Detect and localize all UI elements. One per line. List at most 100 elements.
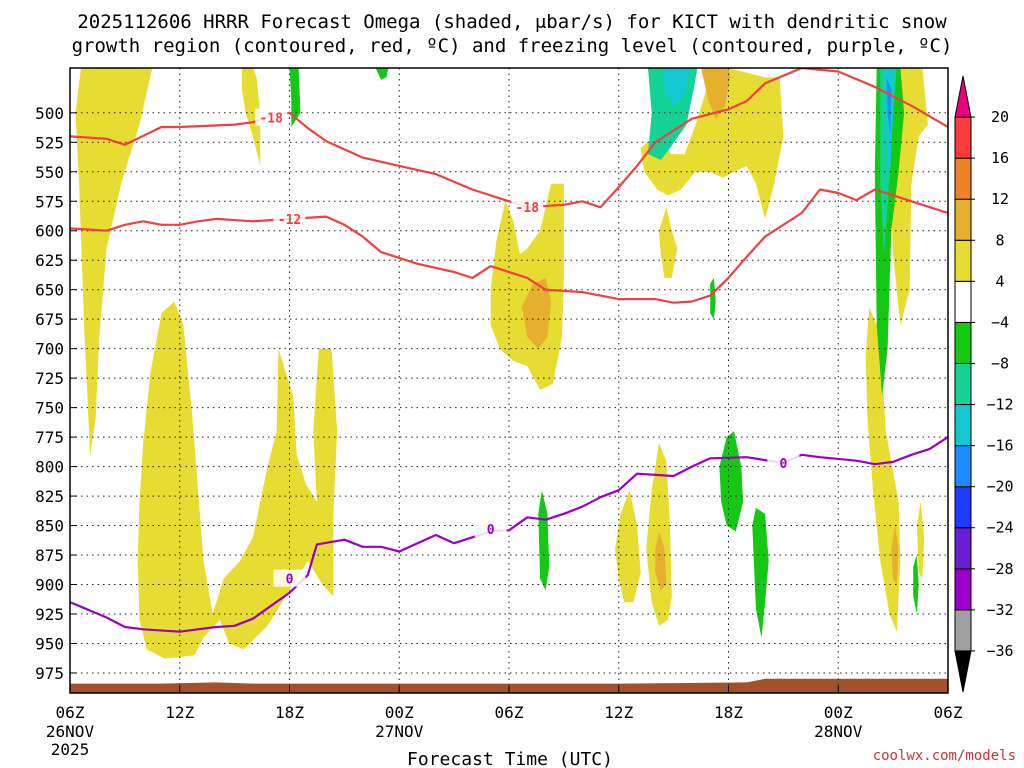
y-tick-label-700: 700: [35, 340, 64, 359]
omega-region-orange-04z: [891, 525, 899, 585]
colorbar-swatch-9: [954, 280, 972, 323]
y-tick-label-800: 800: [35, 458, 64, 477]
omega-region-green-6z: [538, 490, 550, 591]
colorbar-swatch-7: [954, 362, 972, 406]
gridlines: [70, 68, 948, 693]
colorbar-swatch-13: [954, 116, 972, 159]
omega-region-green-05z-lower: [913, 555, 919, 614]
contour-label-layer: -18 -18 -12 0 0 0: [255, 108, 800, 588]
omega-region-orange-6z: [521, 277, 552, 349]
colorbar: −36 −32 −28 −24 −20 −16 −12 −8 −4 4 8 12 16 20: [954, 75, 1014, 693]
colorbar-label-7: −8: [991, 354, 1009, 372]
colorbar-label-5: −16: [986, 437, 1013, 455]
credit-text: coolwx.com/models: [873, 748, 1016, 764]
x-tick-year-0: 2025: [51, 740, 90, 759]
y-tick-label-675: 675: [35, 310, 64, 329]
y-tick-label-725: 725: [35, 369, 64, 388]
y-tick-label-600: 600: [35, 222, 64, 241]
y-tick-label-825: 825: [35, 487, 64, 506]
y-axis-ticks: 500 525 550 575 600 625 650 675 700 725 750 775 800 8…: [35, 104, 77, 683]
colorbar-label-13: 20: [991, 108, 1009, 126]
x-tick-label-0: 06Z: [56, 703, 85, 722]
omega-region-yellow-05z: [916, 502, 925, 579]
omega-region-yellow-strip-b: [241, 68, 261, 166]
contour-dgz-minus-12: [70, 188, 948, 304]
colorbar-label-6: −12: [986, 396, 1013, 414]
y-tick-label-550: 550: [35, 163, 64, 182]
omega-region-cyan-upper-13z: [662, 68, 691, 107]
contour-label-freezing-level-2: 0: [779, 457, 787, 472]
y-tick-label-625: 625: [35, 251, 64, 270]
colorbar-label-0: −36: [986, 642, 1013, 660]
colorbar-swatch-5: [954, 445, 972, 488]
omega-region-yellow-14z: [659, 207, 678, 278]
colorbar-label-1: −32: [986, 601, 1013, 619]
omega-region-green-17z: [719, 431, 744, 532]
colorbar-swatch-4: [954, 486, 972, 529]
x-tick-label-42: 00Z: [824, 703, 853, 722]
colorbar-label-12: 16: [991, 149, 1009, 167]
x-tick-label-12: 18Z: [275, 703, 304, 722]
omega-region-blue-03z-column: [886, 77, 892, 137]
colorbar-swatch-14: [954, 75, 972, 118]
y-tick-label-650: 650: [35, 281, 64, 300]
chart-title-line2: growth region (contoured, red, ºC) and f…: [72, 35, 953, 57]
chart-title-line1: 2025112606 HRRR Forecast Omega (shaded, …: [77, 11, 947, 33]
y-tick-label-775: 775: [35, 428, 64, 447]
x-tick-label-24: 06Z: [495, 703, 524, 722]
y-tick-label-900: 900: [35, 576, 64, 595]
y-tick-label-875: 875: [35, 546, 64, 565]
colorbar-swatch-3: [954, 527, 972, 570]
y-tick-label-925: 925: [35, 605, 64, 624]
omega-region-yellow-strip-a: [75, 68, 153, 455]
x-tick-label-30: 12Z: [604, 703, 633, 722]
contour-label-bg-dgz-minus-18-0: [255, 108, 288, 126]
contour-label-bg-dgz-minus-18-1: [511, 198, 544, 216]
colorbar-label-9: 4: [995, 272, 1004, 290]
x-tick-label-18: 00Z: [385, 703, 414, 722]
colorbar-swatch-0: [954, 650, 972, 693]
omega-region-green-21z-upper: [375, 68, 389, 80]
omega-region-orange-14z: [655, 531, 667, 591]
x-tick-date-0: 26NOV: [46, 722, 95, 741]
colorbar-swatch-2: [954, 568, 972, 611]
omega-region-yellow-upper-12z: [640, 68, 784, 219]
omega-region-green-12z-upper: [289, 68, 301, 127]
y-tick-label-975: 975: [35, 664, 64, 683]
contour-label-dgz-minus-18-0: -18: [259, 112, 283, 127]
colorbar-swatch-11: [954, 198, 972, 241]
contour-label-bg-dgz-minus-12-0: [273, 209, 306, 227]
colorbar-swatch-8: [954, 321, 972, 364]
omega-region-green-16z-dot: [710, 277, 716, 320]
contour-label-dgz-minus-18-1: -18: [516, 201, 540, 216]
omega-shading-layer: [75, 68, 928, 659]
contour-label-bg-freezing-level-1: [474, 520, 507, 538]
y-tick-label-575: 575: [35, 192, 64, 211]
colorbar-swatch-10: [954, 239, 972, 282]
y-tick-label-950: 950: [35, 634, 64, 653]
x-tick-label-6: 12Z: [165, 703, 194, 722]
colorbar-swatch-1: [954, 609, 972, 652]
colorbar-label-3: −24: [986, 519, 1013, 537]
omega-region-green-19z: [752, 507, 769, 638]
colorbar-label-11: 12: [991, 190, 1009, 208]
omega-region-orange-upper-16z: [701, 68, 731, 119]
colorbar-label-4: −20: [986, 478, 1013, 496]
colorbar-swatch-12: [954, 157, 972, 200]
contour-label-bg-freezing-level-2: [767, 454, 800, 472]
omega-region-yellow-lower-12z: [615, 490, 641, 603]
x-tick-date-42: 28NOV: [814, 722, 863, 741]
y-tick-label-850: 850: [35, 517, 64, 536]
contour-label-dgz-minus-12-0: -12: [278, 213, 301, 228]
y-tick-label-525: 525: [35, 133, 64, 152]
x-axis-label: Forecast Time (UTC): [407, 749, 613, 768]
contour-label-freezing-level-0: 0: [286, 573, 294, 588]
x-tick-label-36: 18Z: [714, 703, 743, 722]
y-tick-label-750: 750: [35, 399, 64, 418]
colorbar-label-8: −4: [991, 313, 1009, 331]
contour-label-freezing-level-1: 0: [487, 523, 495, 538]
y-tick-label-500: 500: [35, 104, 64, 123]
colorbar-label-10: 8: [995, 231, 1004, 249]
